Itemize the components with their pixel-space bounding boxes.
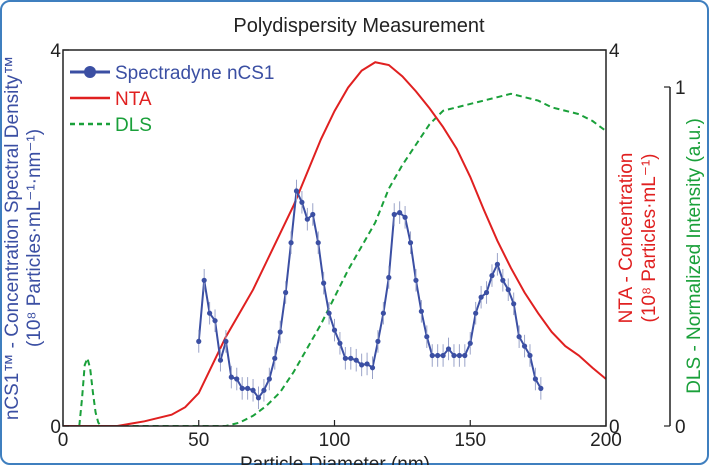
spectradyne-point xyxy=(245,385,251,391)
spectradyne-point xyxy=(217,357,224,363)
spectradyne-point xyxy=(489,273,495,279)
spectradyne-point xyxy=(288,240,294,246)
spectradyne-point xyxy=(407,240,414,246)
spectradyne-point xyxy=(342,355,348,361)
spectradyne-point xyxy=(478,294,484,300)
x-tick-label-200: 200 xyxy=(590,430,622,451)
spectradyne-point xyxy=(456,352,462,359)
spectradyne-point xyxy=(451,352,457,359)
x-tick-label-150: 150 xyxy=(454,430,486,451)
spectradyne-point xyxy=(337,340,343,346)
nta-tick-label-4: 4 xyxy=(609,41,620,62)
left-axis-title-line1: nCS1™ - Concentration Spectral Density™ xyxy=(2,56,23,420)
spectradyne-point xyxy=(277,329,283,335)
spectradyne-point xyxy=(272,355,278,361)
spectradyne-point xyxy=(255,395,262,401)
spectradyne-point xyxy=(397,210,403,216)
spectradyne-point xyxy=(505,287,511,293)
spectradyne-point xyxy=(521,343,528,349)
spectradyne-point xyxy=(310,211,316,218)
nta-series-line xyxy=(63,61,606,426)
spectradyne-series-line xyxy=(197,187,542,400)
spectradyne-point xyxy=(435,352,441,359)
legend-nta-label: NTA xyxy=(115,89,152,110)
spectradyne-point xyxy=(228,374,234,380)
x-tick-label-0: 0 xyxy=(58,430,69,451)
spectradyne-point xyxy=(440,352,446,359)
spectradyne-point xyxy=(516,334,522,340)
spectradyne-point xyxy=(473,310,479,316)
spectradyne-point xyxy=(380,310,386,316)
spectradyne-point xyxy=(359,362,365,368)
spectradyne-point xyxy=(201,277,207,283)
spectradyne-point xyxy=(462,352,468,359)
spectradyne-point xyxy=(353,357,359,363)
spectradyne-point xyxy=(429,352,435,359)
spectradyne-point xyxy=(315,240,321,246)
legend-spectradyne-label: Spectradyne nCS1 xyxy=(115,63,275,84)
spectradyne-point xyxy=(261,387,267,393)
spectradyne-point xyxy=(321,280,327,286)
left-tick-label-0: 0 xyxy=(50,417,61,438)
spectradyne-point xyxy=(391,211,397,218)
spectradyne-point xyxy=(418,308,424,314)
spectradyne-point xyxy=(266,376,272,382)
chart-title: Polydispersity Measurement xyxy=(233,15,485,37)
spectradyne-point xyxy=(293,188,300,194)
spectradyne-point xyxy=(234,376,240,382)
spectradyne-point xyxy=(283,289,289,296)
spectradyne-point xyxy=(500,277,506,283)
dls-axis-title: DLS - Normalized Intensity (a.u.) xyxy=(684,118,705,394)
spectradyne-point xyxy=(196,338,202,344)
spectradyne-point xyxy=(223,338,229,344)
spectradyne-point xyxy=(299,199,305,205)
spectradyne-point xyxy=(538,385,544,391)
spectradyne-point xyxy=(467,340,473,346)
spectradyne-point xyxy=(445,346,452,352)
dls-tick-label-0: 0 xyxy=(675,417,686,438)
x-axis-title: Particle Diameter (nm) xyxy=(240,454,430,465)
spectradyne-point xyxy=(532,376,539,382)
spectradyne-point xyxy=(369,365,376,371)
legend: Spectradyne nCS1 NTA DLS xyxy=(70,63,275,136)
spectradyne-point xyxy=(212,318,218,324)
nta-axis-title-line2: (10⁸ Particles·mL⁻¹) xyxy=(639,153,660,322)
nta-tick-label-0: 0 xyxy=(609,417,620,438)
spectradyne-point xyxy=(483,289,490,296)
spectradyne-point xyxy=(207,310,213,316)
spectradyne-point xyxy=(413,277,419,283)
spectradyne-point xyxy=(386,274,392,281)
spectradyne-point xyxy=(494,261,500,267)
spectradyne-point xyxy=(364,361,370,367)
dls-tick-label-1: 1 xyxy=(675,78,686,99)
spectradyne-point xyxy=(331,327,338,333)
x-tick-label-100: 100 xyxy=(319,430,351,451)
spectradyne-point xyxy=(424,334,430,340)
spectradyne-point xyxy=(527,352,533,359)
left-tick-label-4: 4 xyxy=(50,41,61,62)
legend-dls-label: DLS xyxy=(115,115,152,136)
legend-spectradyne-marker xyxy=(84,66,96,78)
spectradyne-point xyxy=(239,385,245,391)
spectradyne-point xyxy=(375,338,381,344)
x-tick-label-50: 50 xyxy=(188,430,209,451)
spectradyne-point xyxy=(402,214,408,220)
spectradyne-point xyxy=(304,216,310,222)
dls-series-line xyxy=(78,92,606,426)
spectradyne-point xyxy=(511,301,517,307)
left-axis-title-line2: (10⁸ Particles·mL⁻¹·nm⁻¹) xyxy=(24,129,45,347)
plot-area-border xyxy=(62,49,607,427)
spectradyne-point xyxy=(250,387,256,393)
spectradyne-point xyxy=(348,355,354,361)
nta-axis-title-line1: NTA - Concentration xyxy=(616,153,637,324)
spectradyne-point xyxy=(326,310,332,316)
